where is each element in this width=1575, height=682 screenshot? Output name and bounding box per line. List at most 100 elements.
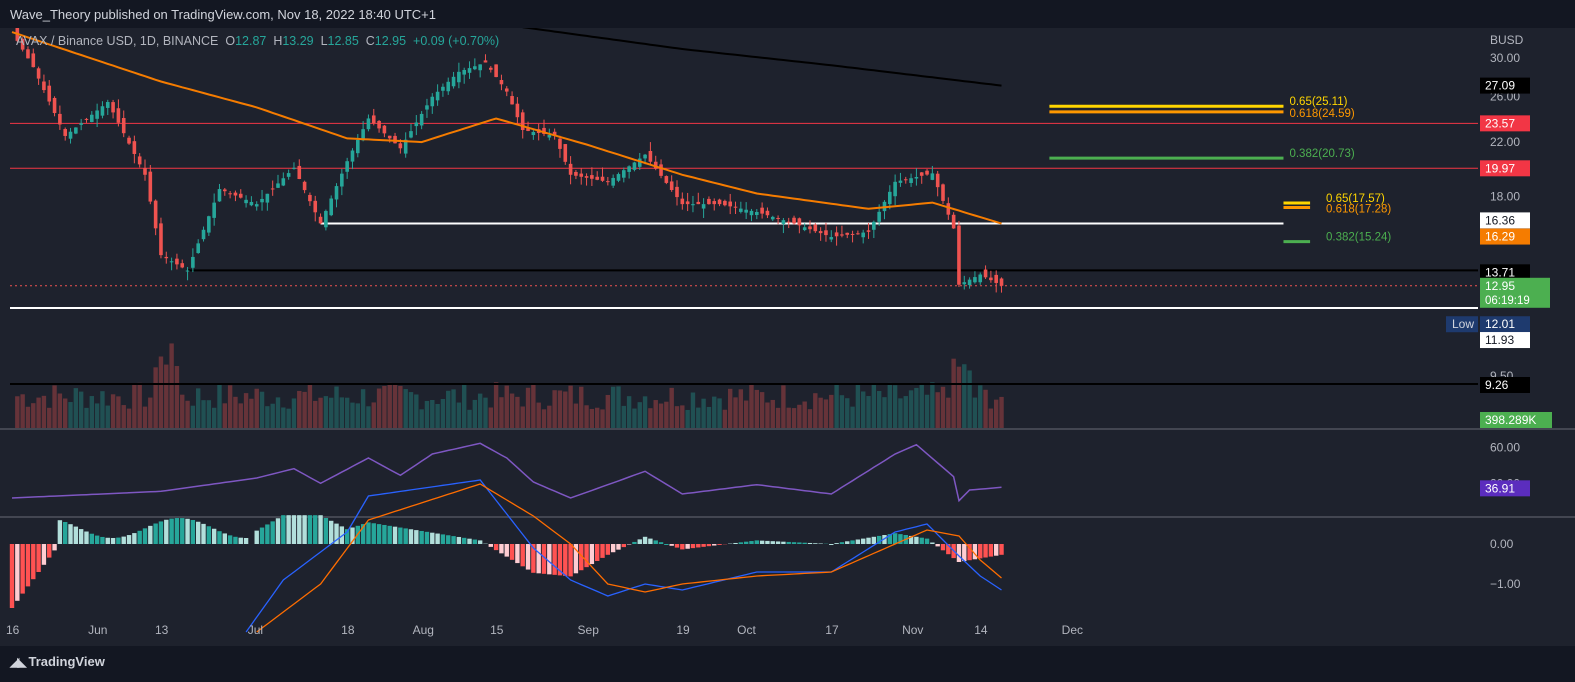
macd-histogram-bar — [680, 544, 685, 550]
volume-bar — [126, 408, 132, 428]
macd-histogram-bar — [100, 536, 105, 544]
macd-histogram-bar — [818, 543, 823, 544]
tradingview-logo[interactable]: ◢◣ TradingView — [10, 654, 105, 669]
symbol-legend[interactable]: AVAX / Binance USD, 1D, BINANCE O12.87 H… — [16, 34, 499, 48]
candle-body — [898, 180, 903, 183]
volume-level-tag: 9.26 — [1485, 378, 1509, 392]
candle-body — [90, 114, 94, 123]
macd-histogram-bar — [967, 544, 972, 561]
candle-body — [153, 200, 158, 229]
candle-body — [861, 232, 865, 238]
candle-body — [499, 80, 504, 85]
macd-histogram-bar — [839, 542, 845, 544]
volume-bar — [25, 406, 31, 428]
volume-bar — [829, 394, 834, 428]
macd-histogram-bar — [73, 526, 79, 544]
macd-histogram-bar — [499, 544, 504, 554]
last-price-tag-bg — [1480, 277, 1550, 308]
volume-bar — [206, 400, 212, 428]
volume-bar — [595, 407, 600, 428]
volume-bar — [398, 385, 403, 428]
macd-histogram-bar — [41, 544, 47, 565]
volume-bar — [132, 383, 137, 428]
candle-body — [137, 156, 142, 165]
volume-bar — [169, 343, 174, 428]
macd-histogram-bar — [589, 544, 595, 565]
candle-body — [914, 176, 919, 179]
volume-bar — [174, 366, 180, 428]
volume-bar — [797, 404, 802, 428]
candle-body — [574, 171, 578, 176]
volume-bar — [749, 383, 754, 428]
macd-histogram-bar — [270, 521, 275, 544]
candle-body — [419, 113, 424, 126]
macd-histogram-bar — [132, 533, 137, 544]
volume-bar — [371, 402, 376, 428]
macd-histogram-bar — [632, 541, 637, 544]
volume-bar — [520, 406, 525, 428]
candle-body — [744, 209, 748, 213]
macd-histogram-bar — [924, 538, 930, 544]
volume-bar — [653, 400, 658, 428]
volume-bar — [414, 394, 419, 428]
change-value: +0.09 (+0.70%) — [413, 34, 500, 48]
candle-body — [143, 168, 147, 175]
volume-bar — [563, 391, 568, 428]
volume-bar — [68, 402, 73, 428]
macd-histogram-bar — [829, 544, 834, 545]
volume-bar — [637, 402, 642, 428]
candle-body — [696, 201, 701, 205]
candle-body — [334, 186, 339, 200]
candle-body — [797, 218, 802, 226]
macd-line — [245, 479, 1002, 633]
chart-canvas[interactable]: 30.0026.0022.0018.000.65(25.11)0.618(24.… — [0, 28, 1575, 646]
candle-body — [308, 194, 312, 202]
ema-price-tag-bg — [1480, 228, 1530, 245]
candle-body — [999, 278, 1004, 286]
volume-bar — [728, 388, 733, 428]
volume-bar — [201, 400, 206, 428]
macd-histogram-bar — [759, 540, 765, 544]
macd-histogram-bar — [344, 529, 350, 544]
macd-histogram-bar — [472, 539, 478, 544]
volume-bar — [297, 390, 302, 428]
volume-bar — [876, 391, 882, 428]
macd-histogram-bar — [196, 521, 201, 544]
macd-histogram-bar — [238, 537, 243, 544]
volume-bar — [148, 397, 153, 428]
candle-body — [813, 224, 818, 232]
macd-histogram-bar — [89, 533, 94, 544]
low-label: L — [320, 34, 328, 48]
fib-level-label: 0.382(15.24) — [1326, 232, 1391, 244]
macd-histogram-bar — [733, 542, 738, 544]
rsi-pane — [0, 430, 1575, 516]
candle-body — [845, 232, 850, 235]
chart-frame[interactable]: 30.00 26.00 22.00 18.00 0.65(25.11) 0.618(24.… — [0, 28, 1575, 646]
volume-current-tag-bg — [1480, 412, 1552, 428]
volume-bar — [462, 383, 467, 428]
volume-bar — [254, 388, 259, 428]
macd-histogram-bar — [286, 515, 291, 544]
candle-body — [313, 200, 318, 213]
time-axis-label: 13 — [155, 623, 169, 637]
candle-body — [552, 131, 557, 136]
volume-bar — [227, 385, 233, 428]
macd-histogram-bar — [749, 541, 754, 544]
macd-histogram-bar — [813, 543, 818, 544]
volume-bar — [36, 397, 41, 428]
volume-bar — [547, 405, 552, 428]
publisher-text: Wave_Theory published on TradingView.com… — [10, 7, 436, 22]
macd-histogram-bar — [595, 544, 600, 561]
volume-bar — [419, 409, 424, 428]
volume-bar — [674, 406, 680, 428]
macd-histogram-bar — [211, 528, 217, 544]
volume-bar — [887, 382, 892, 428]
volume-bar — [408, 392, 414, 428]
macd-histogram-bar — [36, 544, 41, 572]
macd-histogram-bar — [398, 527, 403, 544]
macd-histogram-bar — [664, 544, 669, 545]
macd-histogram-bar — [392, 526, 398, 544]
candle-body — [212, 202, 216, 218]
candle-body — [196, 243, 200, 254]
volume-bar — [951, 358, 956, 428]
